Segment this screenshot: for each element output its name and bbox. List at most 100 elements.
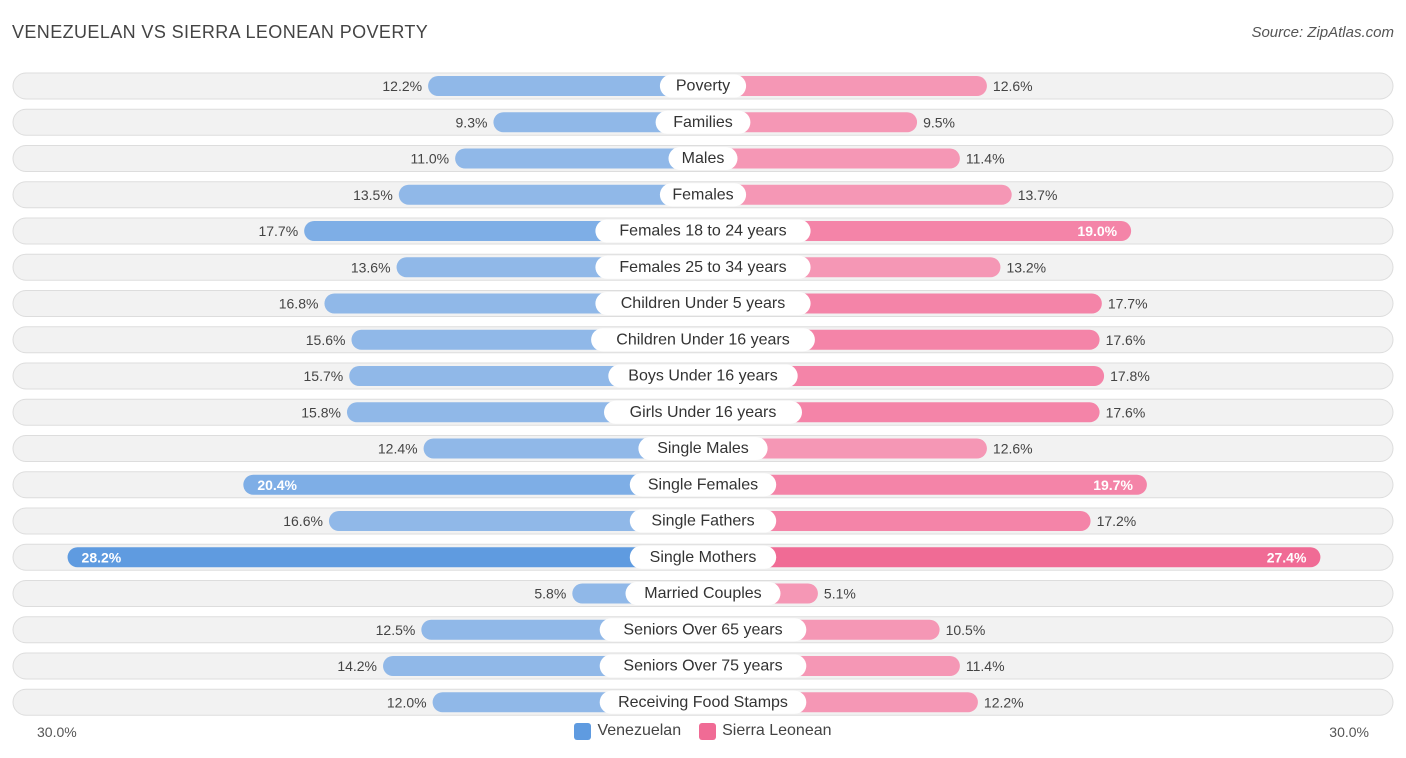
- value-venezuelan-seniors-over-65-years: 12.5%: [376, 622, 416, 638]
- value-sierra-leonean-poverty: 12.6%: [993, 78, 1033, 94]
- value-sierra-leonean-females-25-to-34-years: 13.2%: [1006, 259, 1046, 275]
- category-label-children-under-5-years: Children Under 5 years: [621, 295, 786, 312]
- value-sierra-leonean-married-couples: 5.1%: [824, 586, 856, 602]
- value-venezuelan-children-under-5-years: 16.8%: [279, 296, 319, 312]
- bar-sierra-leonean-boys-under-16-years: [703, 366, 1105, 386]
- category-label-females-18-to-24-years: Females 18 to 24 years: [619, 223, 786, 240]
- bar-venezuelan-single-mothers: [67, 547, 703, 568]
- chart-area: 12.2% 12.6% Poverty 9.3% 9.5% Families 11.0% 11…: [12, 72, 1394, 716]
- value-venezuelan-females: 13.5%: [353, 187, 393, 203]
- category-label-boys-under-16-years: Boys Under 16 years: [628, 368, 777, 385]
- bar-venezuelan-single-fathers: [328, 511, 703, 531]
- category-pill-females-25-to-34-years: [595, 255, 811, 279]
- bar-sierra-leonean-males: [703, 148, 960, 169]
- value-venezuelan-single-males: 12.4%: [378, 441, 418, 457]
- bar-venezuelan-males: [455, 148, 703, 169]
- value-venezuelan-seniors-over-75-years: 14.2%: [337, 658, 377, 674]
- legend-label-sierra-leonean: Sierra Leonean: [722, 722, 832, 739]
- category-label-children-under-16-years: Children Under 16 years: [616, 331, 789, 348]
- value-venezuelan-males: 11.0%: [410, 151, 449, 167]
- bar-sierra-leonean-single-females: [703, 474, 1147, 495]
- value-sierra-leonean-single-males: 12.6%: [993, 441, 1033, 457]
- bar-venezuelan-poverty: [428, 76, 703, 96]
- bar-sierra-leonean-poverty: [703, 76, 987, 96]
- value-venezuelan-girls-under-16-years: 15.8%: [301, 404, 341, 420]
- category-label-single-mothers: Single Mothers: [650, 549, 757, 566]
- value-venezuelan-single-mothers: 28.2%: [82, 549, 122, 565]
- value-sierra-leonean-single-females: 19.7%: [1093, 477, 1133, 493]
- bar-sierra-leonean-females: [703, 184, 1012, 205]
- bar-venezuelan-females: [398, 184, 703, 205]
- bar-sierra-leonean-girls-under-16-years: [703, 402, 1100, 423]
- source-credit: Source: ZipAtlas.com: [1251, 24, 1394, 41]
- category-pill-boys-under-16-years: [608, 364, 798, 388]
- axis-left-label: 30.0%: [37, 724, 77, 740]
- category-label-single-females: Single Females: [648, 476, 758, 493]
- value-sierra-leonean-single-fathers: 17.2%: [1097, 513, 1137, 529]
- value-sierra-leonean-single-mothers: 27.4%: [1267, 549, 1307, 565]
- category-pill-females-18-to-24-years: [595, 219, 811, 243]
- chart-title: VENEZUELAN VS SIERRA LEONEAN POVERTY: [12, 22, 429, 42]
- bar-venezuelan-families: [493, 112, 703, 133]
- category-pill-seniors-over-65-years: [599, 618, 807, 642]
- category-label-girls-under-16-years: Girls Under 16 years: [630, 404, 777, 421]
- value-venezuelan-single-females: 20.4%: [257, 477, 297, 493]
- category-label-females-25-to-34-years: Females 25 to 34 years: [619, 259, 786, 276]
- category-pill-children-under-5-years: [595, 292, 811, 315]
- value-venezuelan-females-25-to-34-years: 13.6%: [351, 259, 391, 275]
- value-venezuelan-families: 9.3%: [456, 114, 488, 130]
- value-venezuelan-poverty: 12.2%: [382, 78, 422, 94]
- bar-sierra-leonean-families: [703, 112, 918, 133]
- category-pill-children-under-16-years: [591, 328, 815, 352]
- category-label-males: Males: [682, 150, 725, 167]
- category-label-seniors-over-65-years: Seniors Over 65 years: [623, 621, 782, 638]
- category-pill-poverty: [659, 74, 747, 98]
- value-sierra-leonean-families: 9.5%: [923, 114, 955, 130]
- category-pill-single-fathers: [629, 509, 777, 533]
- category-label-single-fathers: Single Fathers: [651, 513, 754, 530]
- bar-venezuelan-single-females: [243, 474, 703, 495]
- value-sierra-leonean-females-18-to-24-years: 19.0%: [1077, 223, 1117, 239]
- value-sierra-leonean-females: 13.7%: [1018, 187, 1058, 203]
- value-sierra-leonean-seniors-over-65-years: 10.5%: [946, 622, 986, 638]
- category-pill-receiving-food-stamps: [599, 690, 807, 714]
- legend-swatch-venezuelan: [574, 722, 592, 740]
- bar-venezuelan-single-males: [423, 438, 703, 459]
- legend-swatch-sierra-leonean: [699, 722, 717, 740]
- category-pill-males: [668, 147, 738, 170]
- value-sierra-leonean-seniors-over-75-years: 11.4%: [966, 658, 1005, 674]
- category-pill-females: [659, 183, 747, 207]
- axis-right-label: 30.0%: [1329, 724, 1369, 740]
- legend-item-sierra-leonean: Sierra Leonean: [699, 722, 832, 740]
- category-pill-single-males: [638, 437, 768, 460]
- value-venezuelan-boys-under-16-years: 15.7%: [304, 368, 344, 384]
- value-venezuelan-females-18-to-24-years: 17.7%: [258, 223, 298, 239]
- category-pill-seniors-over-75-years: [599, 654, 807, 678]
- category-label-receiving-food-stamps: Receiving Food Stamps: [618, 694, 788, 711]
- category-pill-girls-under-16-years: [604, 400, 802, 424]
- category-label-females: Females: [672, 186, 733, 203]
- bar-sierra-leonean-single-mothers: [703, 547, 1321, 568]
- category-label-seniors-over-75-years: Seniors Over 75 years: [623, 658, 782, 675]
- value-sierra-leonean-children-under-5-years: 17.7%: [1108, 296, 1148, 312]
- value-venezuelan-single-fathers: 16.6%: [283, 513, 323, 529]
- category-label-families: Families: [673, 114, 733, 131]
- category-pill-married-couples: [625, 582, 781, 605]
- value-sierra-leonean-males: 11.4%: [966, 151, 1005, 167]
- legend: Venezuelan Sierra Leonean: [0, 722, 1406, 740]
- category-label-married-couples: Married Couples: [644, 585, 761, 602]
- category-pill-families: [655, 110, 751, 134]
- value-sierra-leonean-children-under-16-years: 17.6%: [1106, 332, 1146, 348]
- bar-sierra-leonean-females-18-to-24-years: [703, 221, 1132, 241]
- category-label-poverty: Poverty: [676, 78, 730, 95]
- legend-item-venezuelan: Venezuelan: [574, 722, 681, 740]
- value-sierra-leonean-girls-under-16-years: 17.6%: [1106, 404, 1146, 420]
- bar-sierra-leonean-single-fathers: [703, 511, 1091, 531]
- bar-sierra-leonean-single-males: [703, 438, 987, 459]
- value-venezuelan-children-under-16-years: 15.6%: [306, 332, 346, 348]
- category-pill-single-females: [629, 473, 777, 497]
- category-label-single-males: Single Males: [657, 440, 749, 457]
- value-sierra-leonean-receiving-food-stamps: 12.2%: [984, 694, 1024, 710]
- value-sierra-leonean-boys-under-16-years: 17.8%: [1110, 368, 1150, 384]
- legend-label-venezuelan: Venezuelan: [597, 722, 682, 739]
